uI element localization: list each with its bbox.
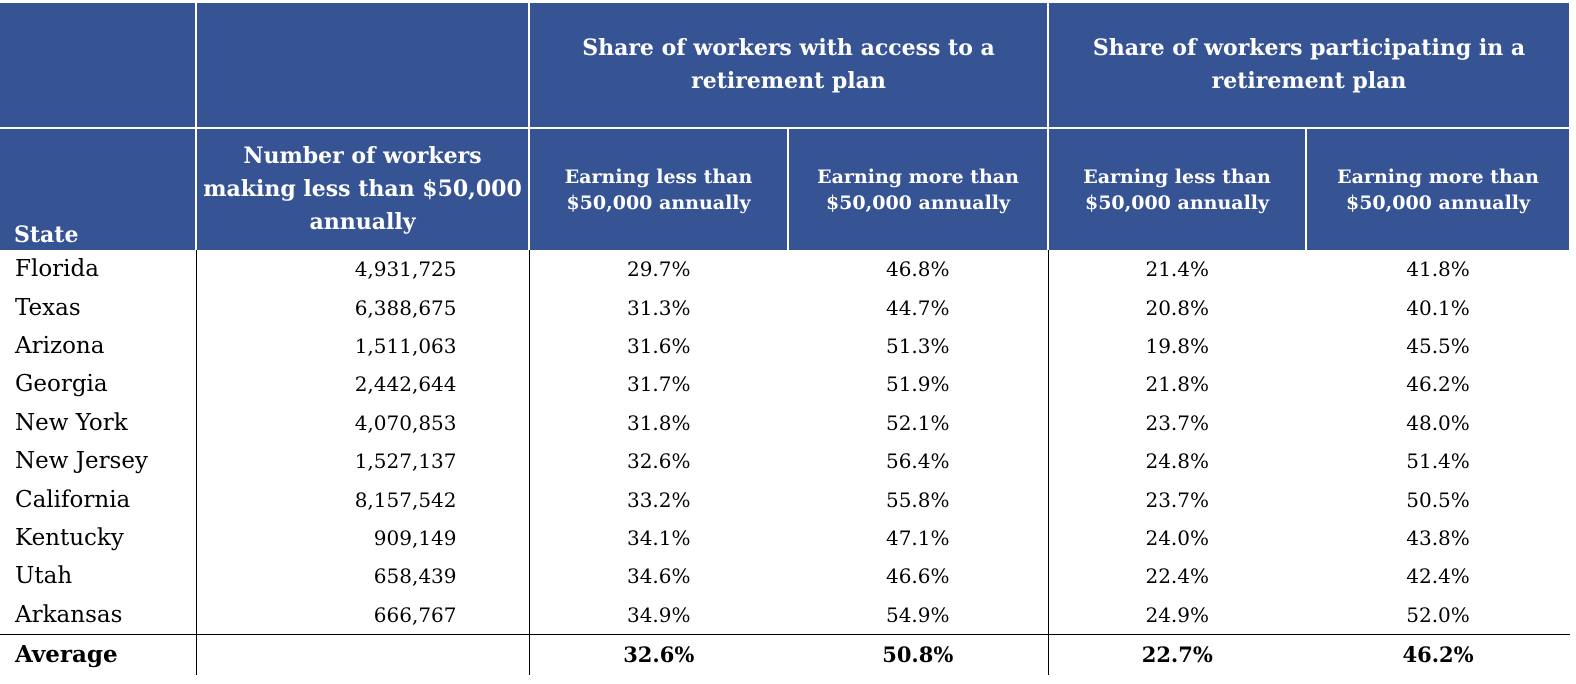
- access-less-cell: 34.9%: [528, 595, 788, 635]
- part-less-cell: 23.7%: [1047, 403, 1307, 442]
- access-less-cell: 31.7%: [528, 365, 788, 404]
- access-less-cell: 31.3%: [528, 288, 788, 327]
- average-part-more: 46.2%: [1306, 633, 1571, 675]
- average-row: Average 32.6% 50.8% 22.7% 46.2%: [0, 633, 1571, 675]
- state-cell: Arizona: [15, 332, 105, 359]
- workers-cell: 8,157,542: [195, 480, 529, 519]
- table-body: Florida 4,931,725 29.7% 46.8% 21.4% 41.8% Texa…: [0, 250, 1570, 635]
- access-more-cell: 47.1%: [885, 525, 950, 550]
- part-more-cell: 50.5%: [1406, 487, 1470, 512]
- header-group-row: Share of workers with access to a retire…: [0, 3, 1572, 128]
- table-row: New York 4,070,853 31.8% 52.1% 23.7% 48.0%: [0, 403, 1570, 442]
- average-part-less: 22.7%: [1047, 633, 1307, 675]
- average-label: Average: [0, 633, 196, 675]
- access-more-cell: 46.8%: [885, 257, 950, 282]
- part-less-cell: 24.9%: [1047, 595, 1307, 635]
- average-access-more: 50.8%: [788, 633, 1049, 675]
- table-row: Arkansas 666,767 34.9% 54.9% 24.9% 52.0%: [0, 595, 1570, 635]
- part-more-cell: 52.0%: [1406, 602, 1470, 627]
- access-less-cell: 29.7%: [528, 250, 788, 289]
- header-blank-workers: [195, 3, 530, 128]
- state-cell: New York: [15, 409, 128, 436]
- access-less-cell: 31.8%: [528, 403, 788, 442]
- state-cell: New Jersey: [15, 448, 148, 475]
- access-more-cell: 44.7%: [885, 295, 950, 320]
- part-more-cell: 40.1%: [1406, 295, 1470, 320]
- access-less-cell: 31.6%: [528, 326, 788, 366]
- header-state: State: [0, 127, 197, 250]
- table-row: California 8,157,542 33.2% 55.8% 23.7% 50.5%: [0, 480, 1570, 519]
- part-more-cell: 51.4%: [1406, 449, 1470, 474]
- workers-cell: 4,931,725: [195, 250, 529, 289]
- part-less-cell: 22.4%: [1047, 557, 1307, 596]
- table-row: Arizona 1,511,063 31.6% 51.3% 19.8% 45.5%: [0, 326, 1570, 366]
- table-row: Utah 658,439 34.6% 46.6% 22.4% 42.4%: [0, 557, 1570, 596]
- state-cell: Utah: [15, 563, 73, 590]
- access-more-cell: 51.9%: [885, 372, 950, 397]
- part-less-cell: 21.4%: [1047, 250, 1307, 289]
- retirement-plan-table: Share of workers with access to a retire…: [0, 3, 1572, 675]
- state-cell: California: [15, 486, 131, 513]
- header-participating-group: Share of workers participating in a reti…: [1047, 3, 1572, 128]
- part-more-cell: 42.4%: [1406, 564, 1470, 589]
- header-access-more: Earning more than $50,000 annually: [787, 127, 1050, 250]
- access-more-cell: 52.1%: [885, 410, 950, 435]
- state-cell: Georgia: [15, 371, 108, 398]
- workers-cell: 1,527,137: [195, 441, 529, 481]
- part-less-cell: 24.0%: [1047, 518, 1307, 558]
- workers-cell: 666,767: [195, 595, 529, 635]
- part-more-cell: 45.5%: [1406, 333, 1470, 358]
- workers-cell: 6,388,675: [195, 288, 529, 327]
- header-num-workers: Number of workers making less than $50,0…: [195, 127, 530, 250]
- header-part-less: Earning less than $50,000 annually: [1047, 127, 1308, 250]
- table-row: Kentucky 909,149 34.1% 47.1% 24.0% 43.8%: [0, 518, 1570, 558]
- part-more-cell: 46.2%: [1406, 372, 1470, 397]
- access-more-cell: 46.6%: [885, 564, 950, 589]
- state-cell: Texas: [15, 294, 81, 321]
- part-less-cell: 20.8%: [1047, 288, 1307, 327]
- access-more-cell: 51.3%: [885, 333, 950, 358]
- workers-cell: 658,439: [195, 557, 529, 596]
- state-cell: Florida: [15, 256, 99, 283]
- part-less-cell: 24.8%: [1047, 441, 1307, 481]
- average-workers: [195, 633, 529, 675]
- table-row: Florida 4,931,725 29.7% 46.8% 21.4% 41.8%: [0, 250, 1570, 289]
- workers-cell: 909,149: [195, 518, 529, 558]
- header-access-group: Share of workers with access to a retire…: [527, 3, 1050, 128]
- average-access-less: 32.6%: [528, 633, 788, 675]
- access-less-cell: 32.6%: [528, 441, 788, 481]
- header-column-row: State Number of workers making less than…: [0, 127, 1572, 250]
- part-more-cell: 43.8%: [1406, 525, 1470, 550]
- access-less-cell: 34.1%: [528, 518, 788, 558]
- table-row: Texas 6,388,675 31.3% 44.7% 20.8% 40.1%: [0, 288, 1570, 327]
- part-more-cell: 41.8%: [1406, 257, 1470, 282]
- part-less-cell: 19.8%: [1047, 326, 1307, 366]
- header-part-more: Earning more than $50,000 annually: [1305, 127, 1572, 250]
- header-blank-state: [0, 3, 197, 128]
- part-more-cell: 48.0%: [1406, 410, 1470, 435]
- table-row: Georgia 2,442,644 31.7% 51.9% 21.8% 46.2%: [0, 365, 1570, 404]
- access-more-cell: 54.9%: [885, 602, 950, 627]
- state-cell: Kentucky: [15, 524, 124, 551]
- access-less-cell: 33.2%: [528, 480, 788, 519]
- header-access-less: Earning less than $50,000 annually: [528, 127, 789, 250]
- state-cell: Arkansas: [15, 601, 123, 628]
- part-less-cell: 23.7%: [1047, 480, 1307, 519]
- access-more-cell: 55.8%: [885, 487, 950, 512]
- workers-cell: 2,442,644: [195, 365, 529, 404]
- access-less-cell: 34.6%: [528, 557, 788, 596]
- workers-cell: 4,070,853: [195, 403, 529, 442]
- part-less-cell: 21.8%: [1047, 365, 1307, 404]
- access-more-cell: 56.4%: [885, 449, 950, 474]
- table-row: New Jersey 1,527,137 32.6% 56.4% 24.8% 51.4%: [0, 441, 1570, 481]
- workers-cell: 1,511,063: [195, 326, 529, 366]
